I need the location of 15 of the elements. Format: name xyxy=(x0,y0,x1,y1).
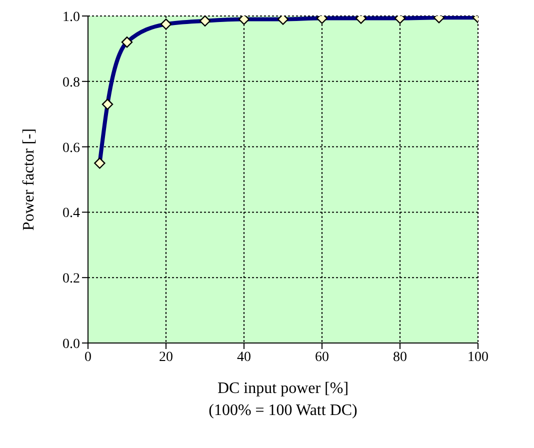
x-tick-label: 100 xyxy=(468,350,488,365)
y-tick-label: 0.2 xyxy=(62,272,80,287)
y-tick-label: 0.6 xyxy=(62,140,80,156)
x-tick-label: 40 xyxy=(237,350,251,365)
y-tick-label: 0.8 xyxy=(62,75,80,90)
y-axis-title: Power factor [-] xyxy=(20,128,38,231)
x-tick-label: 20 xyxy=(159,350,173,365)
x-axis-title: DC input power [%] xyxy=(217,380,349,397)
y-tick-label: 0.0 xyxy=(62,336,80,352)
x-tick-label: 80 xyxy=(393,350,407,365)
y-tick-label: 0.4 xyxy=(62,206,80,222)
x-tick-label: 60 xyxy=(315,350,329,365)
text: (100% = 100 Watt DC) xyxy=(208,402,358,420)
y-tick-label: 1.0 xyxy=(62,10,80,25)
x-tick-label: 0 xyxy=(84,350,92,365)
